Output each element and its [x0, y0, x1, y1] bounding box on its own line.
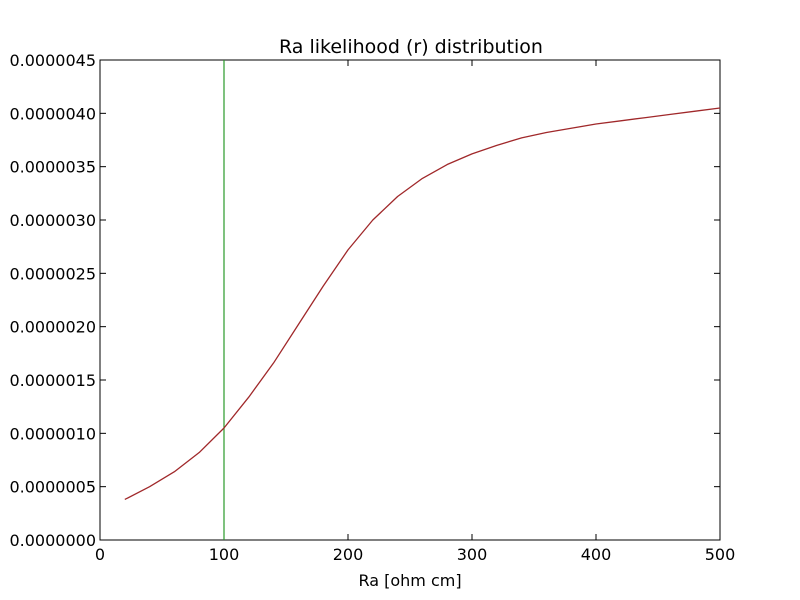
x-tick-label: 200: [333, 545, 364, 564]
x-tick-label: 100: [209, 545, 240, 564]
y-tick-label: 0.0000035: [9, 158, 96, 177]
y-tick-label: 0.0000005: [9, 478, 96, 497]
y-tick-label: 0.0000000: [9, 531, 96, 550]
y-tick-label: 0.0000030: [9, 211, 96, 230]
y-tick-label: 0.0000025: [9, 264, 96, 283]
plot-area: 0 100 200 300 400 500 0.0000000 0.0000005 0.0000…: [9, 51, 735, 564]
y-tick-label: 0.0000040: [9, 104, 96, 123]
y-tick-label: 0.0000010: [9, 424, 96, 443]
plot-frame: [99, 59, 721, 541]
likelihood-curve: [124, 107, 721, 501]
x-axis-label: Ra [ohm cm]: [358, 571, 461, 590]
x-tick-label: 300: [457, 545, 488, 564]
y-tick-label: 0.0000020: [9, 318, 96, 337]
x-tick-label: 0: [95, 545, 105, 564]
y-tick-label: 0.0000045: [9, 51, 96, 70]
x-tick-label: 500: [705, 545, 736, 564]
x-tick-label: 400: [581, 545, 612, 564]
y-tick-label: 0.0000015: [9, 371, 96, 390]
chart-title: Ra likelihood (r) distribution: [279, 36, 543, 58]
